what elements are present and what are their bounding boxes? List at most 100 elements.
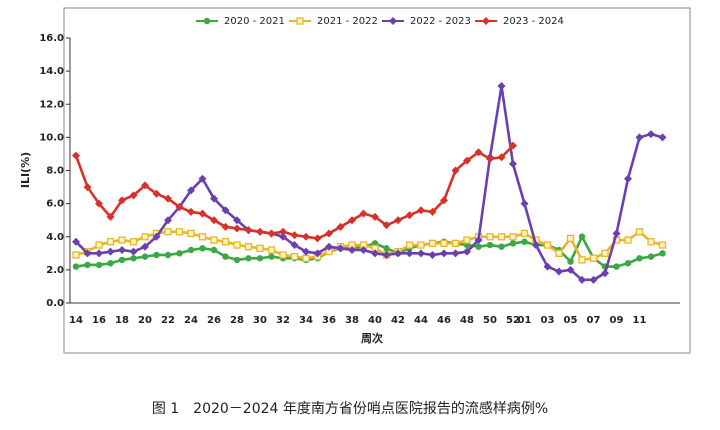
data-point (451, 166, 460, 175)
data-point (451, 249, 460, 258)
x-tick-label: 32 (276, 315, 290, 326)
series-line (75, 235, 663, 268)
data-point (72, 237, 80, 246)
y-tick-label: 14.0 (39, 66, 64, 77)
legend-marker (482, 17, 490, 25)
data-point (578, 275, 586, 284)
data-point (279, 227, 287, 236)
data-point (371, 212, 379, 221)
data-point (647, 130, 655, 139)
data-point (84, 261, 91, 269)
data-point (428, 239, 437, 248)
data-point (95, 241, 103, 249)
legend-label: 2021 - 2022 (317, 16, 378, 27)
data-point (129, 191, 138, 200)
data-point (267, 246, 276, 254)
data-point (428, 250, 437, 259)
data-point (612, 229, 621, 238)
data-point (601, 249, 609, 257)
data-point (313, 249, 322, 258)
caption: 图 1 2020－2024 年度南方省份哨点医院报告的流感样病例% (152, 400, 548, 417)
data-point (95, 249, 103, 258)
y-tick-label: 16.0 (39, 33, 64, 44)
data-point (187, 207, 195, 216)
data-point (486, 241, 494, 249)
data-point (520, 229, 529, 238)
data-point (83, 183, 92, 192)
data-point (302, 232, 310, 241)
data-point (509, 159, 517, 168)
data-point (118, 256, 126, 264)
data-point (164, 228, 172, 236)
data-point (83, 249, 92, 258)
data-point (543, 241, 552, 249)
chart-frame (63, 7, 691, 354)
legend-label: 2020 - 2021 (224, 16, 285, 27)
data-point (498, 243, 505, 250)
legend-marker (296, 17, 304, 25)
data-point (624, 260, 632, 267)
data-point (256, 255, 264, 262)
data-point (256, 227, 264, 236)
data-point (233, 216, 241, 225)
data-point (210, 236, 218, 244)
data-point (233, 241, 241, 249)
x-axis-title: 周次 (361, 331, 383, 345)
legend-label: 2023 - 2024 (503, 16, 564, 27)
x-tick-label: 24 (184, 315, 198, 326)
data-point (405, 249, 414, 258)
data-point (578, 256, 586, 264)
x-tick-label: 18 (115, 315, 129, 326)
series-line (75, 84, 663, 282)
data-point (175, 202, 184, 211)
x-tick-label: 50 (483, 315, 497, 326)
data-point (382, 250, 391, 259)
x-tick-label: 16 (92, 315, 106, 326)
x-tick-label: 44 (414, 315, 428, 326)
data-point (325, 229, 333, 238)
data-point (72, 263, 80, 270)
data-point (417, 249, 425, 258)
x-tick-label: 34 (299, 315, 313, 326)
x-tick-label: 38 (345, 315, 359, 326)
data-point (555, 249, 563, 257)
data-point (589, 254, 598, 262)
data-point (463, 236, 471, 244)
data-point (394, 216, 402, 225)
data-point (106, 238, 115, 246)
x-tick-label: 22 (161, 315, 175, 326)
y-tick-label: 2.0 (46, 265, 64, 276)
data-point (221, 238, 230, 246)
data-point (578, 233, 586, 240)
x-tick-label: 05 (564, 315, 578, 326)
data-point (463, 156, 471, 165)
data-point (164, 251, 172, 259)
data-point (176, 250, 183, 257)
x-tick-label: 11 (633, 315, 647, 326)
data-point (72, 251, 80, 259)
series-line (74, 144, 514, 240)
x-tick-label: 26 (207, 315, 221, 326)
data-point (624, 174, 632, 183)
data-point (371, 249, 379, 258)
data-point (509, 240, 517, 247)
data-point (613, 263, 620, 270)
y-axis-title: ILI(%) (19, 152, 32, 188)
data-point (118, 196, 126, 205)
data-point (359, 246, 368, 254)
data-point (497, 233, 506, 241)
x-tick-label: 20 (138, 315, 152, 326)
legend-marker (389, 17, 397, 25)
data-point (405, 211, 414, 220)
x-tick-label: 07 (587, 315, 601, 326)
data-point (152, 189, 161, 198)
data-point (555, 267, 563, 276)
data-point (107, 260, 114, 267)
data-point (221, 222, 230, 231)
data-point (210, 216, 218, 225)
data-point (198, 174, 207, 183)
data-point (118, 246, 126, 254)
data-point (106, 212, 115, 221)
legend-marker (203, 17, 211, 25)
data-point (521, 238, 528, 245)
